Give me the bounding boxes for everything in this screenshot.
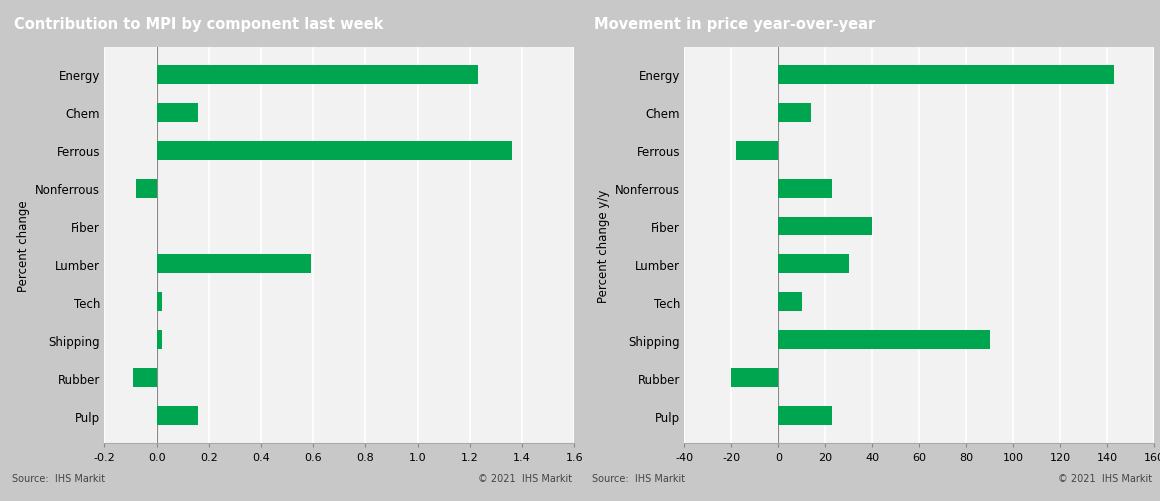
Bar <box>778 104 811 122</box>
Bar <box>157 104 198 122</box>
Bar <box>157 141 512 160</box>
Text: © 2021  IHS Markit: © 2021 IHS Markit <box>1058 473 1152 483</box>
Bar <box>136 179 157 198</box>
Y-axis label: Percent change y/y: Percent change y/y <box>596 189 610 302</box>
Y-axis label: Percent change: Percent change <box>16 200 30 291</box>
Text: © 2021  IHS Markit: © 2021 IHS Markit <box>478 473 572 483</box>
Bar <box>778 179 833 198</box>
Text: Movement in price year-over-year: Movement in price year-over-year <box>594 17 876 32</box>
Text: Source:  IHS Markit: Source: IHS Markit <box>12 473 104 483</box>
Bar <box>737 141 778 160</box>
Bar <box>157 406 198 425</box>
Bar <box>778 331 989 350</box>
Bar <box>778 406 833 425</box>
Bar <box>157 293 162 312</box>
Bar <box>731 369 778 387</box>
Bar <box>133 369 157 387</box>
Bar <box>157 255 311 274</box>
Bar <box>157 331 162 350</box>
Bar <box>778 217 872 236</box>
Bar <box>778 293 802 312</box>
Text: Contribution to MPI by component last week: Contribution to MPI by component last we… <box>14 17 384 32</box>
Bar <box>778 255 849 274</box>
Text: Source:  IHS Markit: Source: IHS Markit <box>592 473 684 483</box>
Bar <box>157 66 478 85</box>
Bar <box>778 66 1115 85</box>
